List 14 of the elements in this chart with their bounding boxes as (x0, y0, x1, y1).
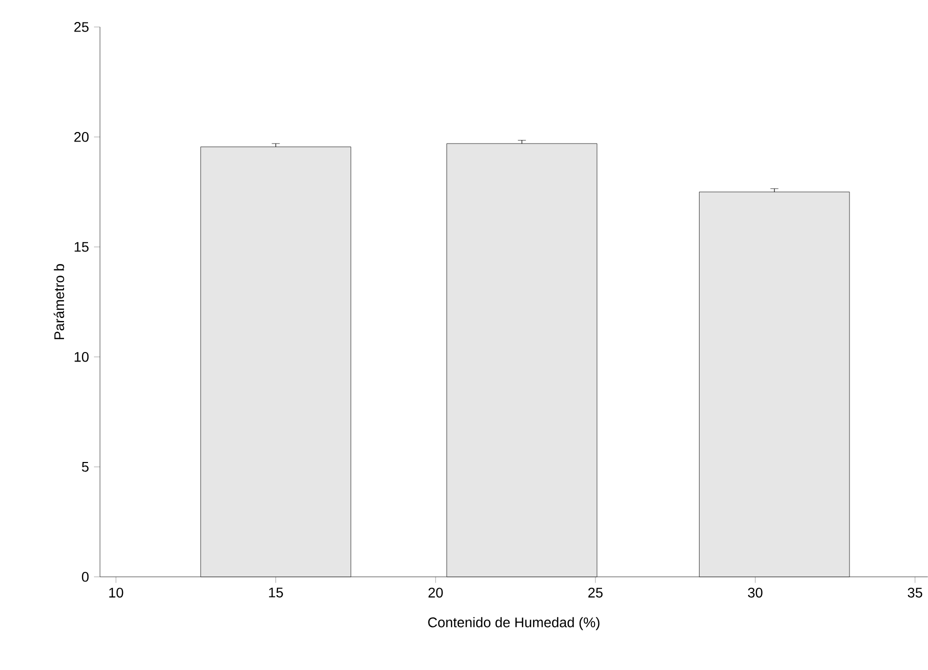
x-tick-label: 25 (588, 588, 603, 598)
x-tick-label: 10 (109, 588, 124, 598)
y-tick-label: 20 (74, 132, 89, 142)
y-tick-label: 25 (74, 22, 89, 32)
y-tick-label: 10 (74, 352, 89, 362)
x-tick-label: 20 (428, 588, 443, 598)
y-tick-label: 15 (74, 242, 89, 252)
x-tick-label: 30 (748, 588, 762, 598)
x-axis-title: Contenido de Humedad (%) (428, 617, 600, 630)
x-tick-label: 15 (269, 588, 283, 598)
y-tick-label: 5 (82, 462, 89, 472)
x-tick-label: 35 (908, 588, 922, 598)
y-tick-label: 0 (82, 572, 89, 582)
y-axis-title: Parámetro b (54, 264, 64, 340)
